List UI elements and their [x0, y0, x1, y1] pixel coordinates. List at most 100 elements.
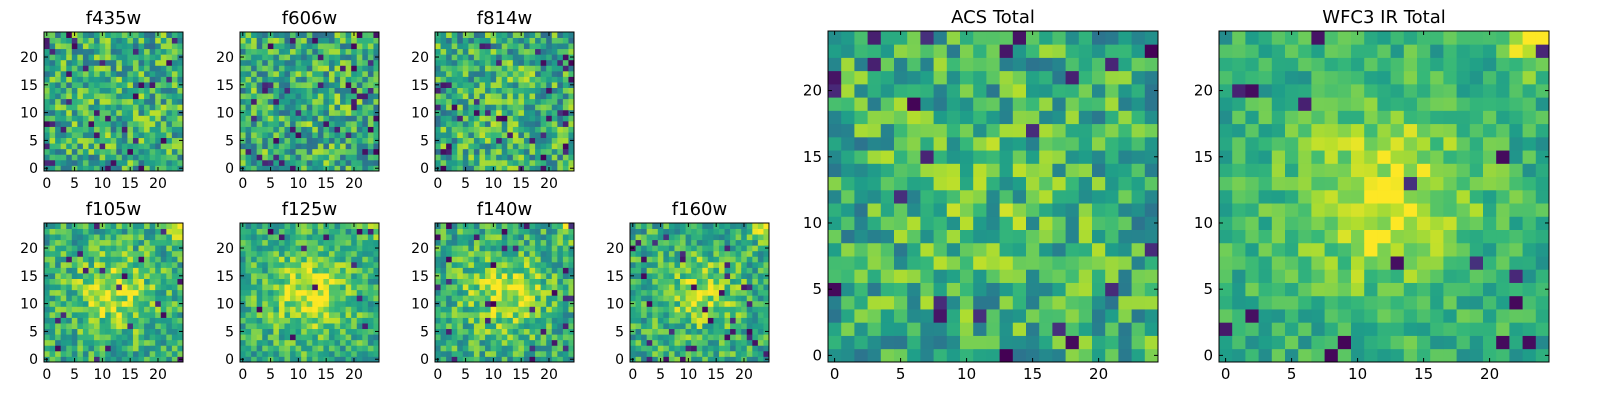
heatmap-cell [468, 93, 475, 100]
heatmap-cell [306, 48, 313, 55]
heatmap-cell [312, 306, 319, 313]
heatmap-cell [512, 350, 519, 357]
heatmap-cell [171, 223, 178, 229]
heatmap-cell [490, 245, 497, 252]
heatmap-cell [657, 295, 664, 302]
heatmap-cell [121, 54, 128, 61]
heatmap-cell [462, 120, 469, 127]
heatmap-cell [1092, 256, 1106, 270]
heatmap-cell [373, 154, 380, 161]
heatmap-cell [557, 334, 564, 341]
heatmap-cell [94, 93, 100, 100]
heatmap-cell [446, 223, 453, 229]
heatmap-cell [507, 143, 514, 150]
heatmap-cell [60, 104, 67, 111]
heatmap-cell [457, 273, 464, 279]
heatmap-cell [920, 163, 934, 178]
heatmap-cell [82, 37, 89, 44]
heatmap-cell [435, 70, 441, 77]
heatmap-cell [546, 234, 553, 241]
heatmap-cell [440, 43, 447, 50]
heatmap-cell [306, 250, 313, 257]
heatmap-cell [1105, 163, 1119, 178]
heatmap-cell [986, 295, 1000, 310]
heatmap-cell [735, 339, 742, 346]
heatmap-cell [82, 356, 89, 363]
heatmap-cell [262, 334, 269, 341]
heatmap-cell [1052, 322, 1066, 336]
heatmap-cell [1065, 322, 1080, 336]
heatmap-cell [110, 104, 117, 111]
heatmap-cell [301, 239, 308, 246]
heatmap-cell [551, 98, 558, 105]
heatmap-cell [960, 242, 974, 257]
heatmap-cell [301, 37, 308, 44]
heatmap-cell [880, 163, 895, 178]
heatmap-cell [306, 115, 313, 122]
heatmap-cell [301, 98, 308, 105]
heatmap-cell [273, 76, 280, 83]
heatmap-cell [132, 239, 139, 246]
heatmap-cell [367, 223, 374, 229]
heatmap-cell [295, 143, 302, 150]
heatmap-cell [757, 356, 764, 363]
heatmap-cell [724, 356, 731, 363]
heatmap-cell [160, 228, 167, 235]
heatmap-cell [105, 317, 112, 324]
heatmap-cell [323, 109, 330, 116]
heatmap-cell [49, 345, 56, 352]
heatmap-cell [568, 104, 575, 111]
heatmap-cell [367, 143, 374, 150]
heatmap-cell [741, 350, 748, 357]
heatmap-cell [373, 261, 380, 268]
heatmap-cell [105, 273, 112, 279]
heatmap-cell [362, 295, 369, 302]
heatmap-cell [523, 115, 530, 122]
heatmap-cell [155, 317, 162, 324]
heatmap-cell [334, 59, 341, 66]
heatmap-cell [77, 109, 84, 116]
heatmap-cell [334, 267, 341, 274]
heatmap-cell [240, 104, 246, 111]
heatmap-cell [356, 278, 363, 285]
heatmap-cell [507, 115, 514, 122]
heatmap-cell [328, 137, 335, 144]
heatmap-cell [473, 234, 480, 241]
heatmap-cell [116, 339, 123, 346]
heatmap-cell [256, 273, 263, 279]
heatmap-cell [652, 323, 659, 330]
heatmap-cell [166, 98, 173, 105]
heatmap-cell [657, 311, 664, 318]
heatmap-cell [105, 54, 112, 61]
heatmap-cell [557, 48, 564, 55]
heatmap-cell [523, 261, 530, 268]
heatmap-cell [132, 345, 139, 352]
heatmap-cell [635, 228, 642, 235]
heatmap-cell [551, 54, 558, 61]
heatmap-cell [121, 306, 128, 313]
heatmap-cell [345, 228, 352, 235]
heatmap-cell [121, 328, 128, 335]
heatmap-cell [132, 126, 139, 133]
heatmap-cell [323, 239, 330, 246]
heatmap-cell [373, 70, 380, 77]
heatmap-cell [933, 295, 948, 310]
heatmap-cell [166, 256, 173, 263]
heatmap-cell [490, 137, 497, 144]
heatmap-cell [685, 345, 692, 352]
heatmap-cell [496, 334, 503, 341]
heatmap-cell [245, 300, 252, 307]
heatmap-cell [110, 323, 117, 330]
heatmap-cell [518, 93, 525, 100]
y-tick-label: 10 [216, 106, 234, 122]
heatmap-cell [351, 317, 358, 324]
heatmap-cell [691, 306, 698, 313]
heatmap-cell [646, 345, 653, 352]
heatmap-cell [657, 306, 664, 313]
heatmap-cell [462, 350, 469, 357]
heatmap-cell [144, 306, 151, 313]
heatmap-cell [479, 37, 486, 44]
heatmap-cell [1052, 295, 1066, 310]
heatmap-cell [323, 250, 330, 257]
heatmap-cell [741, 306, 748, 313]
